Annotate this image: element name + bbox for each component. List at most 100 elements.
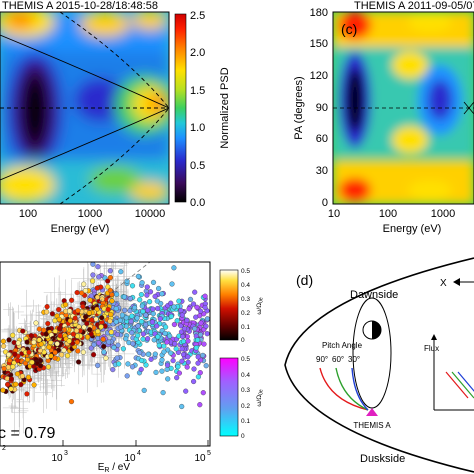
scatter-point: [180, 351, 187, 358]
scatter-point: [161, 343, 167, 349]
cool-tick-4: 0.1: [241, 418, 250, 425]
warm-tick-5: 0: [241, 337, 245, 344]
scatter-xtick-1-exp: 3: [64, 450, 68, 457]
scatter-point: [114, 331, 120, 338]
heatmap-c: [333, 12, 474, 204]
scatter-point: [5, 381, 11, 388]
warm-colorbar-label: ω/Ω0e: [256, 297, 265, 315]
scatter-point: [57, 333, 63, 339]
scatter-point: [33, 320, 39, 326]
scatter-point: [18, 382, 24, 388]
panel-a-xtick-2: 1000: [78, 208, 102, 220]
panel-c-ylabel: PA (degrees): [293, 76, 305, 139]
psd-colorbar: [174, 13, 187, 203]
scatter-xlabel: ER / eV: [98, 462, 131, 474]
panel-c-ytick-3: 90: [316, 102, 328, 114]
scatter-point: [175, 364, 181, 370]
cool-tick-5: 0: [241, 433, 245, 440]
scatter-points: [0, 262, 210, 410]
psd-colorbar-ticks: 0.0 0.5 1.0 1.5 2.0 2.5: [190, 10, 205, 209]
scatter-point: [98, 324, 104, 330]
scatter-point: [140, 331, 146, 337]
scatter-point: [147, 289, 154, 295]
scatter-point: [168, 300, 174, 306]
scatter-point: [80, 303, 86, 310]
scatter-point: [139, 303, 145, 309]
scatter-point: [56, 316, 62, 322]
scatter-point: [95, 362, 101, 369]
cool-tick-2: 0.3: [241, 387, 250, 394]
scatter-point: [13, 381, 19, 387]
panel-c-ytick-5: 150: [310, 38, 328, 50]
scatter-point: [190, 301, 197, 307]
scatter-point: [82, 288, 89, 294]
scatter-point: [193, 345, 199, 351]
warm-ticks: 0.5 0.4 0.3 0.2 0.1 0: [241, 268, 250, 344]
scatter-point: [72, 315, 78, 321]
panel-a-xticks: 100 1000 10000: [19, 208, 165, 220]
scatter-point: [1, 343, 7, 349]
cool-tick-3: 0.2: [241, 403, 250, 410]
scatter-point: [164, 362, 171, 368]
scatter-point: [101, 343, 107, 350]
scatter-point: [198, 308, 204, 314]
scatter-point: [43, 331, 49, 337]
scatter-point: [144, 284, 150, 290]
trajectory-90: [319, 367, 369, 411]
panel-c-ytick-2: 60: [316, 133, 328, 145]
dawnside-label: Dawnside: [350, 289, 398, 301]
scatter-point: [170, 358, 176, 364]
scatter-point: [116, 361, 122, 367]
scatter-point: [164, 366, 170, 372]
scatter-point: [90, 278, 96, 284]
psd-tick-2: 1.0: [190, 122, 205, 134]
scatter-point: [118, 269, 124, 275]
scatter-point: [203, 323, 209, 329]
scatter-point: [127, 296, 133, 302]
scatter-point: [185, 354, 191, 360]
scatter-point: [185, 359, 191, 365]
scatter-point: [135, 273, 141, 279]
duskside-label: Duskside: [360, 453, 405, 465]
scatter-point: [179, 346, 185, 352]
scatter-point: [145, 351, 151, 357]
scatter-point: [86, 310, 92, 316]
scatter-point: [171, 265, 177, 271]
scatter-point: [95, 264, 101, 270]
scatter-point: [54, 341, 60, 347]
scatter-point: [183, 388, 189, 394]
scatter-point: [174, 318, 180, 324]
scatter-point: [121, 294, 127, 300]
scatter-point: [178, 323, 184, 329]
scatter-point: [194, 304, 200, 310]
scatter-point: [119, 312, 125, 318]
scatter-point: [108, 329, 114, 335]
scatter-point: [24, 357, 31, 363]
panel-d: (d) Dawnside Duskside X Pitch Angle 90° …: [284, 257, 474, 473]
scatter-point: [143, 312, 149, 318]
scatter-point: [173, 346, 179, 352]
scatter-point: [134, 315, 140, 321]
scatter-point: [106, 339, 112, 345]
scatter-point: [94, 294, 100, 300]
angle-30-label: 30°: [348, 355, 360, 364]
scatter-point: [169, 281, 175, 287]
angle-90-label: 90°: [316, 355, 328, 364]
scatter-point: [41, 327, 47, 333]
scatter-point: [195, 360, 201, 366]
scatter-point: [124, 373, 130, 379]
scatter-point: [152, 293, 158, 299]
scatter-point: [74, 339, 80, 345]
angle-60-label: 60°: [332, 355, 344, 364]
scatter-point: [185, 338, 191, 344]
scatter-point: [113, 319, 119, 325]
scatter-xtick-2-exp: 4: [137, 450, 141, 457]
scatter-point: [91, 342, 97, 348]
cool-ticks: 0.5 0.4 0.3 0.2 0.1 0: [241, 356, 250, 440]
scatter-point: [45, 321, 51, 327]
scatter-point: [201, 341, 207, 347]
scatter-point: [150, 306, 156, 312]
scatter-point: [120, 346, 126, 352]
scatter-point: [20, 328, 26, 334]
scatter-point: [162, 330, 168, 336]
